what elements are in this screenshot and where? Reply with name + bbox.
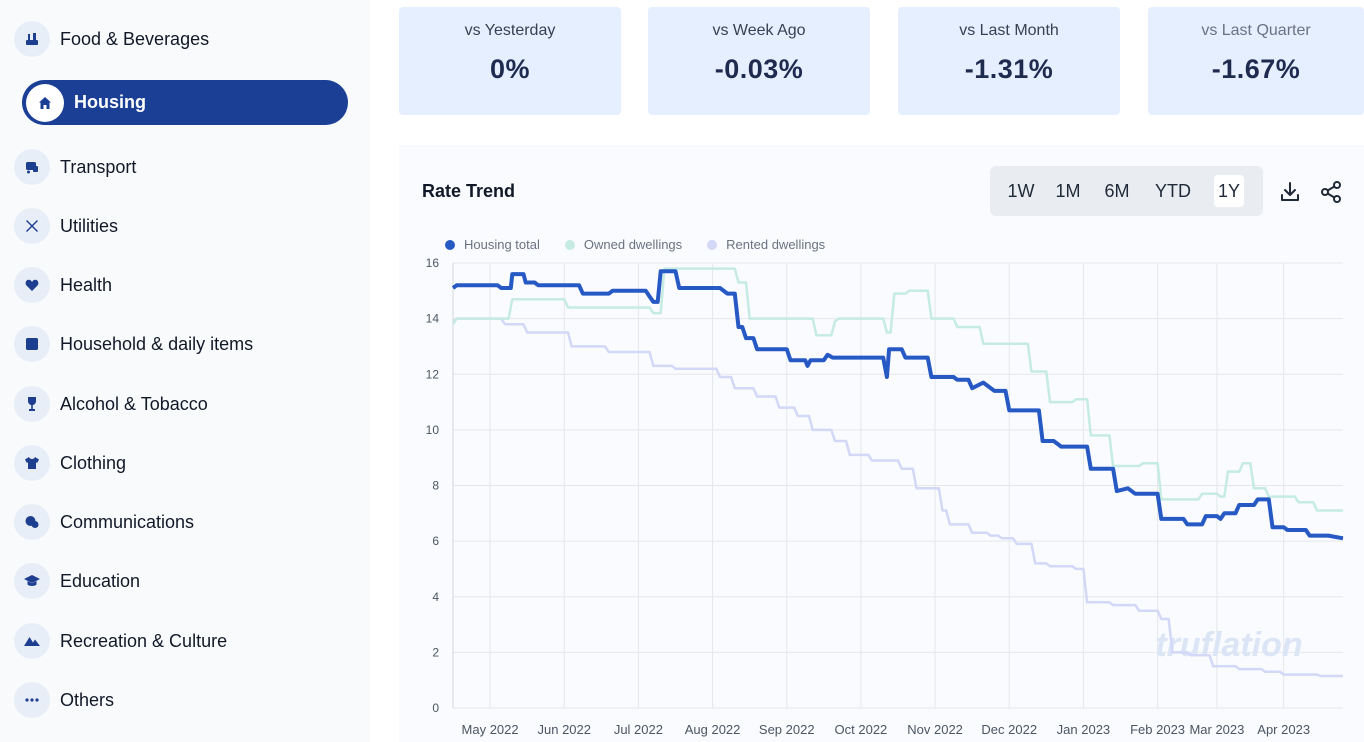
stat-card-week-ago: vs Week Ago -0.03% <box>648 7 870 115</box>
range-selector: 1W 1M 6M YTD 1Y <box>990 166 1263 216</box>
sidebar-item-label: Housing <box>74 92 146 112</box>
stat-card-yesterday: vs Yesterday 0% <box>399 7 621 115</box>
chart-legend: Housing total Owned dwellings Rented dwe… <box>445 237 850 252</box>
legend-marker <box>707 239 718 250</box>
sidebar-item-label: Recreation & Culture <box>60 630 228 651</box>
y-tick-label: 16 <box>426 256 440 270</box>
x-tick-label: Dec 2022 <box>981 722 1037 737</box>
y-tick-label: 4 <box>432 590 439 604</box>
stat-label: vs Last Quarter <box>1201 22 1311 39</box>
legend-item-rented-dwellings[interactable]: Rented dwellings <box>707 237 825 252</box>
legend-label: Housing total <box>464 237 540 252</box>
series-line-housing-total <box>451 269 1344 541</box>
y-tick-label: 0 <box>432 701 439 715</box>
y-tick-label: 6 <box>432 534 439 548</box>
sidebar-item-label: Transport <box>60 156 137 177</box>
range-button-ytd[interactable]: YTD <box>1155 181 1191 201</box>
sidebar-item-others[interactable]: Others <box>14 680 114 720</box>
stat-label: vs Week Ago <box>712 22 806 39</box>
download-icon[interactable] <box>1278 180 1302 204</box>
range-button-1w[interactable]: 1W <box>1007 181 1035 201</box>
sidebar-item-label: Utilities <box>60 215 119 236</box>
tools-icon <box>14 208 50 244</box>
sidebar-item-label: Alcohol & Tobacco <box>60 393 208 414</box>
y-tick-label: 14 <box>426 312 440 326</box>
sidebar-item-clothing[interactable]: Clothing <box>14 443 126 483</box>
x-tick-label: Jun 2022 <box>538 722 592 737</box>
sidebar-item-label: Others <box>60 689 115 710</box>
series-line-rented-dwellings <box>452 317 1343 678</box>
legend-item-owned-dwellings[interactable]: Owned dwellings <box>564 237 683 252</box>
x-tick-label: Mar 2023 <box>1189 722 1244 737</box>
sidebar-item-label: Household & daily items <box>60 333 254 354</box>
x-tick-label: Feb 2023 <box>1130 722 1185 737</box>
home-icon <box>26 83 64 122</box>
more-icon <box>14 682 50 718</box>
sidebar-item-education[interactable]: Education <box>14 561 140 601</box>
range-button-1y[interactable]: 1Y <box>1214 175 1244 207</box>
x-tick-label: Sep 2022 <box>759 722 815 737</box>
chart-title: Rate Trend <box>422 181 516 201</box>
sidebar-item-housing[interactable]: Housing <box>22 80 348 125</box>
legend-item-housing-total[interactable]: Housing total <box>445 237 540 252</box>
sidebar-item-household[interactable]: Household & daily items <box>14 324 253 364</box>
stat-value: 0% <box>489 54 531 84</box>
sidebar-item-recreation-culture[interactable]: Recreation & Culture <box>14 621 227 661</box>
food-icon <box>14 21 50 57</box>
transport-icon <box>14 149 50 185</box>
sidebar-item-alcohol-tobacco[interactable]: Alcohol & Tobacco <box>14 384 208 424</box>
stat-value: -1.31% <box>964 54 1054 84</box>
sidebar-item-communications[interactable]: Communications <box>14 502 194 542</box>
x-tick-label: May 2022 <box>462 722 519 737</box>
stat-value: -1.67% <box>1211 54 1301 84</box>
sidebar-item-label: Food & Beverages <box>60 28 210 49</box>
x-tick-label: Aug 2022 <box>685 722 741 737</box>
stat-label: vs Last Month <box>959 22 1059 39</box>
stat-card-last-month: vs Last Month -1.31% <box>898 7 1120 115</box>
sidebar-item-label: Education <box>60 570 141 591</box>
series-line-owned-dwellings <box>451 267 1343 512</box>
stat-card-last-quarter: vs Last Quarter -1.67% <box>1148 7 1364 115</box>
x-tick-label: Nov 2022 <box>907 722 963 737</box>
category-sidebar: Food & Beverages Housing Transport Utili… <box>0 0 370 742</box>
legend-label: Rented dwellings <box>726 237 826 252</box>
sidebar-item-health[interactable]: Health <box>14 265 112 305</box>
legend-label: Owned dwellings <box>583 237 683 252</box>
range-button-6m[interactable]: 6M <box>1104 181 1130 201</box>
sidebar-item-label: Clothing <box>60 452 127 473</box>
y-tick-label: 10 <box>426 423 440 437</box>
x-tick-label: Apr 2023 <box>1257 722 1310 737</box>
sidebar-item-food-beverages[interactable]: Food & Beverages <box>14 19 209 59</box>
y-tick-label: 12 <box>426 367 440 381</box>
x-tick-label: Oct 2022 <box>835 722 888 737</box>
x-tick-label: Jul 2022 <box>614 722 663 737</box>
rate-trend-chart: truflation 0 2 4 6 8 10 12 14 16 May 2022 Jun 2022… <box>426 256 1344 737</box>
stat-value: -0.03% <box>714 54 804 84</box>
household-icon <box>14 326 50 362</box>
truflation-watermark: truflation <box>1155 626 1302 664</box>
legend-marker <box>564 239 575 250</box>
shirt-icon <box>14 445 50 481</box>
y-tick-label: 8 <box>432 479 439 493</box>
graduation-cap-icon <box>14 563 50 599</box>
sidebar-item-label: Health <box>60 274 113 295</box>
range-button-1m[interactable]: 1M <box>1055 181 1081 201</box>
sidebar-item-utilities[interactable]: Utilities <box>14 206 118 246</box>
mountain-icon <box>14 623 50 659</box>
chat-icon <box>14 504 50 540</box>
share-icon[interactable] <box>1319 180 1343 204</box>
x-tick-label: Jan 2023 <box>1057 722 1111 737</box>
sidebar-item-label: Communications <box>60 511 195 532</box>
legend-marker <box>445 239 455 250</box>
rate-trend-panel: Rate Trend 1W 1M 6M YTD 1Y Housing total… <box>399 145 1364 742</box>
heart-icon <box>14 267 50 303</box>
stat-label: vs Yesterday <box>464 22 556 39</box>
wine-icon <box>14 386 50 422</box>
sidebar-item-transport[interactable]: Transport <box>14 147 136 187</box>
y-tick-label: 2 <box>432 645 439 659</box>
